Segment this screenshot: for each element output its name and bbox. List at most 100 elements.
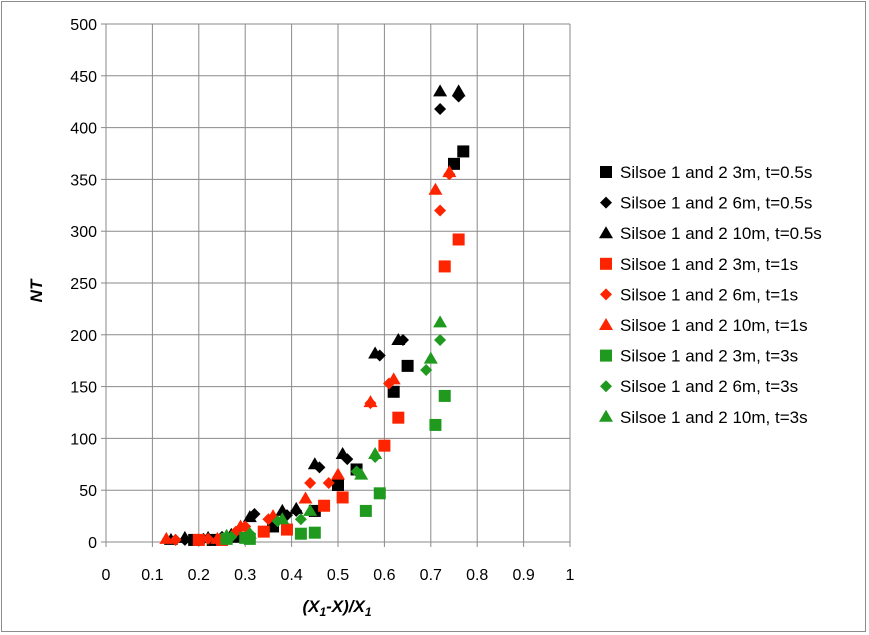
data-point bbox=[322, 476, 335, 489]
data-point bbox=[429, 418, 442, 431]
y-axis-label: NT bbox=[27, 278, 46, 302]
series-4 bbox=[192, 233, 465, 546]
data-point bbox=[387, 385, 400, 398]
legend-item: Silsoe 1 and 2 6m, t=0.5s bbox=[600, 194, 812, 213]
data-point bbox=[452, 233, 465, 246]
y-tick-label: 250 bbox=[70, 276, 97, 293]
data-points bbox=[159, 84, 470, 546]
legend-label: Silsoe 1 and 2 3m, t=1s bbox=[620, 255, 798, 274]
data-point bbox=[373, 487, 386, 500]
legend-item: Silsoe 1 and 2 3m, t=3s bbox=[600, 347, 798, 366]
y-tick-label: 300 bbox=[70, 224, 97, 241]
legend-item: Silsoe 1 and 2 6m, t=1s bbox=[600, 285, 798, 304]
legend-marker bbox=[600, 380, 612, 393]
x-tick-label: 0.7 bbox=[420, 567, 442, 584]
legend-marker bbox=[600, 288, 612, 301]
x-tick-label: 0 bbox=[102, 567, 111, 584]
x-axis-label-sub2: 1 bbox=[365, 605, 372, 619]
legend-marker bbox=[599, 318, 613, 330]
data-point bbox=[303, 503, 318, 516]
x-tick-label: 0.3 bbox=[234, 567, 256, 584]
x-axis-label-sub1: 1 bbox=[319, 605, 326, 619]
data-point bbox=[336, 491, 349, 504]
data-point bbox=[233, 519, 248, 532]
legend: Silsoe 1 and 2 3m, t=0.5s Silsoe 1 and 2 … bbox=[599, 163, 822, 427]
y-tick-label: 450 bbox=[70, 69, 97, 86]
data-point bbox=[318, 499, 331, 512]
x-axis-label-part2: -X)/X bbox=[326, 597, 366, 616]
series-3 bbox=[163, 84, 466, 545]
data-point bbox=[159, 531, 174, 544]
data-point bbox=[433, 84, 448, 97]
data-point bbox=[442, 165, 457, 178]
data-point bbox=[331, 467, 345, 480]
data-point bbox=[275, 503, 290, 516]
legend-item: Silsoe 1 and 2 10m, t=3s bbox=[599, 408, 808, 427]
data-point bbox=[368, 446, 383, 459]
series-2 bbox=[169, 90, 465, 546]
legend-item: Silsoe 1 and 2 3m, t=0.5s bbox=[600, 163, 812, 182]
legend-item: Silsoe 1 and 2 6m, t=3s bbox=[600, 377, 798, 396]
data-point bbox=[275, 512, 290, 525]
grid-lines bbox=[106, 23, 571, 542]
legend-label: Silsoe 1 and 2 6m, t=0.5s bbox=[620, 194, 812, 213]
data-point bbox=[457, 145, 470, 158]
data-point bbox=[294, 513, 307, 526]
data-point bbox=[298, 491, 313, 504]
series-9 bbox=[219, 315, 448, 541]
data-point bbox=[307, 457, 322, 470]
data-point bbox=[386, 372, 401, 385]
data-point bbox=[368, 346, 383, 359]
data-point bbox=[438, 260, 451, 273]
data-point bbox=[294, 527, 307, 540]
data-point bbox=[219, 528, 234, 541]
legend-label: Silsoe 1 and 2 3m, t=3s bbox=[620, 347, 798, 366]
data-point bbox=[378, 439, 391, 452]
data-point bbox=[354, 467, 369, 480]
data-point bbox=[434, 333, 447, 346]
data-point bbox=[391, 332, 406, 345]
data-point bbox=[420, 364, 433, 377]
legend-marker bbox=[600, 196, 612, 209]
data-point bbox=[242, 510, 257, 523]
legend-marker bbox=[599, 409, 613, 422]
x-tick-label: 0.8 bbox=[466, 567, 488, 584]
y-tick-label: 400 bbox=[70, 121, 97, 138]
x-tick-labels: 0 0.1 0.2 0.3 0.4 0.5 0.6 0.7 0.8 0.9 1 bbox=[102, 567, 575, 584]
legend-item: Silsoe 1 and 2 3m, t=1s bbox=[600, 255, 798, 274]
legend-item: Silsoe 1 and 2 10m, t=0.5s bbox=[599, 224, 822, 243]
x-tick-label: 0.2 bbox=[188, 567, 210, 584]
y-tick-label: 150 bbox=[70, 380, 97, 397]
data-point bbox=[434, 102, 447, 115]
series-6 bbox=[159, 165, 457, 544]
data-point bbox=[280, 523, 293, 536]
legend-label: Silsoe 1 and 2 10m, t=0.5s bbox=[620, 224, 822, 243]
data-point bbox=[359, 504, 372, 517]
y-tick-labels: 0 50 100 150 200 250 300 350 400 450 500 bbox=[70, 17, 97, 552]
x-tick-label: 1 bbox=[566, 567, 575, 584]
data-point bbox=[332, 479, 344, 492]
data-point bbox=[304, 476, 317, 489]
data-point bbox=[401, 359, 414, 372]
data-point bbox=[433, 315, 448, 328]
x-axis-label: (X1-X)/X1 bbox=[302, 597, 371, 619]
data-point bbox=[428, 182, 443, 195]
x-tick-label: 0.9 bbox=[512, 567, 534, 584]
legend-label: Silsoe 1 and 2 6m, t=3s bbox=[620, 377, 798, 396]
data-point bbox=[434, 204, 447, 217]
data-point bbox=[308, 526, 321, 539]
data-point bbox=[335, 446, 350, 459]
legend-marker bbox=[600, 166, 612, 178]
data-point bbox=[392, 411, 405, 424]
data-point bbox=[192, 533, 205, 546]
legend-marker bbox=[600, 257, 612, 270]
y-tick-label: 500 bbox=[70, 17, 97, 34]
data-point bbox=[202, 532, 215, 545]
legend-label: Silsoe 1 and 2 6m, t=1s bbox=[620, 285, 798, 304]
legend-marker bbox=[600, 349, 612, 362]
x-tick-label: 0.6 bbox=[373, 567, 395, 584]
x-axis-label-part1: (X bbox=[302, 597, 321, 616]
data-point bbox=[242, 526, 257, 539]
y-tick-label: 350 bbox=[70, 172, 97, 189]
